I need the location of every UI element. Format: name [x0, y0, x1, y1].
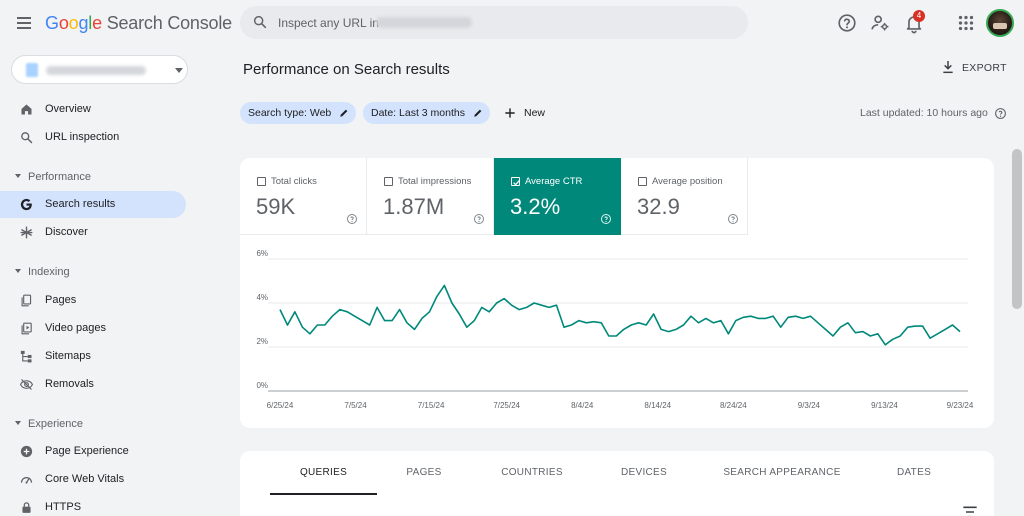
- property-name-redacted: [376, 17, 472, 28]
- scrollbar-thumb[interactable]: [1012, 149, 1022, 309]
- help-icon[interactable]: [727, 213, 739, 225]
- x-tick-label: 8/14/24: [644, 401, 671, 410]
- tab-devices[interactable]: DEVICES: [620, 467, 667, 478]
- manage-users-icon[interactable]: [869, 12, 891, 34]
- help-icon[interactable]: [473, 213, 485, 225]
- x-tick-label: 7/15/24: [418, 401, 445, 410]
- help-icon[interactable]: [994, 107, 1007, 120]
- google-g-icon: [20, 198, 32, 211]
- x-tick-label: 9/23/24: [947, 401, 974, 410]
- metric-total-clicks[interactable]: Total clicks 59K: [240, 158, 367, 235]
- filter-chip-date[interactable]: Date: Last 3 months: [363, 102, 490, 124]
- collapse-arrow-icon: [15, 174, 21, 178]
- sidebar-item-search-results[interactable]: Search results: [0, 191, 186, 218]
- property-favicon: [26, 63, 38, 77]
- collapse-arrow-icon: [15, 421, 21, 425]
- app-logo[interactable]: Google Search Console: [45, 13, 232, 33]
- sidebar-section-performance[interactable]: Performance: [0, 167, 186, 187]
- sidebar-item-video-pages[interactable]: Video pages: [0, 315, 186, 342]
- page-title: Performance on Search results: [243, 61, 450, 78]
- search-input[interactable]: [278, 12, 718, 33]
- checkbox[interactable]: [384, 177, 393, 186]
- x-tick-label: 8/24/24: [720, 401, 747, 410]
- y-tick-label: 2%: [256, 337, 268, 346]
- eye-off-icon: [19, 379, 34, 390]
- search-icon: [253, 15, 267, 29]
- page-scrollbar[interactable]: [1010, 145, 1024, 516]
- account-avatar[interactable]: [986, 9, 1014, 37]
- sidebar-item-url-inspection[interactable]: URL inspection: [0, 124, 186, 151]
- speedometer-icon: [20, 477, 33, 484]
- video-pages-icon: [21, 322, 32, 335]
- new-filter-button[interactable]: New: [500, 102, 548, 124]
- sidebar-item-sitemaps[interactable]: Sitemaps: [0, 343, 186, 370]
- sidebar-item-core-web-vitals[interactable]: Core Web Vitals: [0, 466, 186, 493]
- ctr-series-line: [279, 284, 961, 346]
- tab-search-appearance[interactable]: SEARCH APPEARANCE: [723, 467, 841, 478]
- y-tick-label: 0%: [256, 381, 268, 390]
- metric-average-position[interactable]: Average position 32.9: [621, 158, 748, 235]
- plus-circle-icon: [20, 445, 33, 458]
- asterisk-icon: [20, 226, 33, 239]
- download-icon: [943, 61, 953, 74]
- x-tick-label: 8/4/24: [571, 401, 594, 410]
- url-inspection-search[interactable]: [240, 6, 748, 39]
- help-icon[interactable]: [836, 12, 858, 34]
- help-icon[interactable]: [346, 213, 358, 225]
- tab-queries[interactable]: QUERIES: [299, 467, 348, 478]
- sidebar-item-removals[interactable]: Removals: [0, 371, 186, 398]
- active-tab-indicator: [270, 493, 377, 495]
- filter-chip-search-type[interactable]: Search type: Web: [240, 102, 356, 124]
- home-icon: [21, 104, 32, 115]
- app-title: Search Console: [106, 13, 232, 33]
- sidebar-item-pages[interactable]: Pages: [0, 287, 186, 314]
- metric-average-ctr[interactable]: Average CTR 3.2%: [494, 158, 621, 235]
- sidebar-item-discover[interactable]: Discover: [0, 219, 186, 246]
- x-tick-label: 6/25/24: [267, 401, 294, 410]
- x-tick-label: 9/3/24: [798, 401, 821, 410]
- property-name-redacted: [46, 66, 146, 75]
- property-selector[interactable]: [11, 55, 188, 84]
- edit-pencil-icon[interactable]: [339, 108, 349, 118]
- pages-icon: [21, 294, 32, 307]
- metric-total-impressions[interactable]: Total impressions 1.87M: [367, 158, 494, 235]
- sidebar-section-indexing[interactable]: Indexing: [0, 262, 186, 282]
- tab-pages[interactable]: PAGES: [406, 467, 442, 478]
- checkbox[interactable]: [638, 177, 647, 186]
- edit-pencil-icon[interactable]: [473, 108, 483, 118]
- chevron-down-icon: [175, 68, 183, 73]
- notification-count-badge: 4: [913, 10, 925, 22]
- y-tick-label: 4%: [256, 293, 268, 302]
- last-updated-text: Last updated: 10 hours ago: [860, 107, 988, 119]
- x-tick-label: 9/13/24: [871, 401, 898, 410]
- apps-grid-icon[interactable]: [955, 12, 977, 34]
- collapse-arrow-icon: [15, 269, 21, 273]
- help-icon[interactable]: [600, 213, 612, 225]
- plus-icon: [505, 108, 515, 118]
- checkbox-checked[interactable]: [511, 177, 520, 186]
- performance-card: Total clicks 59K Total impressions 1.87M…: [240, 158, 994, 428]
- tab-dates[interactable]: DATES: [896, 467, 932, 478]
- sidebar-section-experience[interactable]: Experience: [0, 414, 186, 434]
- x-tick-label: 7/5/24: [344, 401, 367, 410]
- search-icon: [21, 132, 33, 144]
- hamburger-menu-icon[interactable]: [14, 12, 36, 34]
- checkbox[interactable]: [257, 177, 266, 186]
- y-tick-label: 6%: [256, 249, 268, 258]
- lock-icon: [22, 502, 31, 513]
- sidebar-item-https[interactable]: HTTPS: [0, 494, 186, 516]
- x-tick-label: 7/25/24: [493, 401, 520, 410]
- sidebar-item-overview[interactable]: Overview: [0, 96, 186, 123]
- dimension-tabs-card: QUERIES PAGES COUNTRIES DEVICES SEARCH A…: [240, 451, 994, 516]
- sidebar-item-page-experience[interactable]: Page Experience: [0, 438, 186, 465]
- filter-rows-icon[interactable]: [962, 505, 978, 516]
- tab-countries[interactable]: COUNTRIES: [501, 467, 563, 478]
- sitemap-icon: [20, 350, 32, 363]
- ctr-line-chart: 6% 4% 2% 0% 6/25/24 7/5/24 7/15/24 7/25/24 8/4/2…: [256, 249, 974, 410]
- top-bar: Google Search Console 4: [0, 0, 1024, 46]
- checkmark-icon: [513, 180, 520, 186]
